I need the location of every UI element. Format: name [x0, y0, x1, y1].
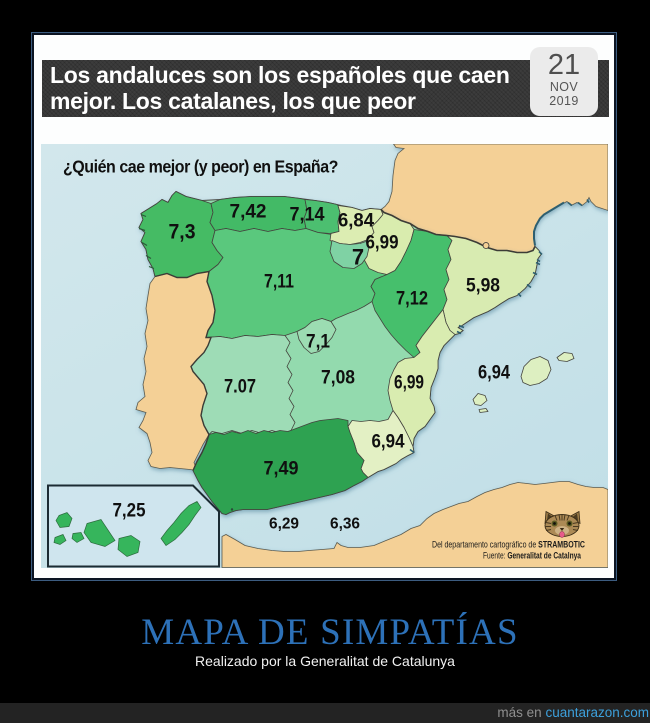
svg-text:7: 7: [352, 245, 364, 270]
svg-text:7,11: 7,11: [264, 272, 294, 293]
svg-text:7,42: 7,42: [230, 202, 267, 223]
svg-text:7,08: 7,08: [321, 368, 355, 389]
svg-text:6,99: 6,99: [394, 373, 424, 394]
svg-text:7,14: 7,14: [290, 205, 325, 226]
svg-text:5,98: 5,98: [466, 276, 500, 297]
svg-text:¿Quién cae mejor (y peor) en E: ¿Quién cae mejor (y peor) en España?: [63, 157, 338, 177]
svg-text:7,1: 7,1: [306, 332, 330, 353]
svg-text:Fuente: Generalitat de Catalny: Fuente: Generalitat de Catalnya: [483, 551, 581, 562]
svg-text:7,25: 7,25: [113, 501, 146, 522]
svg-text:6,29: 6,29: [269, 516, 299, 533]
svg-text:7,3: 7,3: [169, 221, 196, 244]
svg-text:6,94: 6,94: [478, 363, 510, 384]
svg-text:7,49: 7,49: [264, 459, 299, 480]
svg-text:7.07: 7.07: [224, 377, 256, 398]
svg-text:6,36: 6,36: [330, 516, 360, 533]
svg-text:6,99: 6,99: [366, 233, 399, 254]
svg-text:6,94: 6,94: [372, 432, 405, 453]
svg-text:Del departamento cartográfico: Del departamento cartográfico de STRAMBO…: [432, 540, 585, 551]
svg-text:6,84: 6,84: [338, 211, 374, 232]
svg-text:7,12: 7,12: [396, 289, 428, 310]
